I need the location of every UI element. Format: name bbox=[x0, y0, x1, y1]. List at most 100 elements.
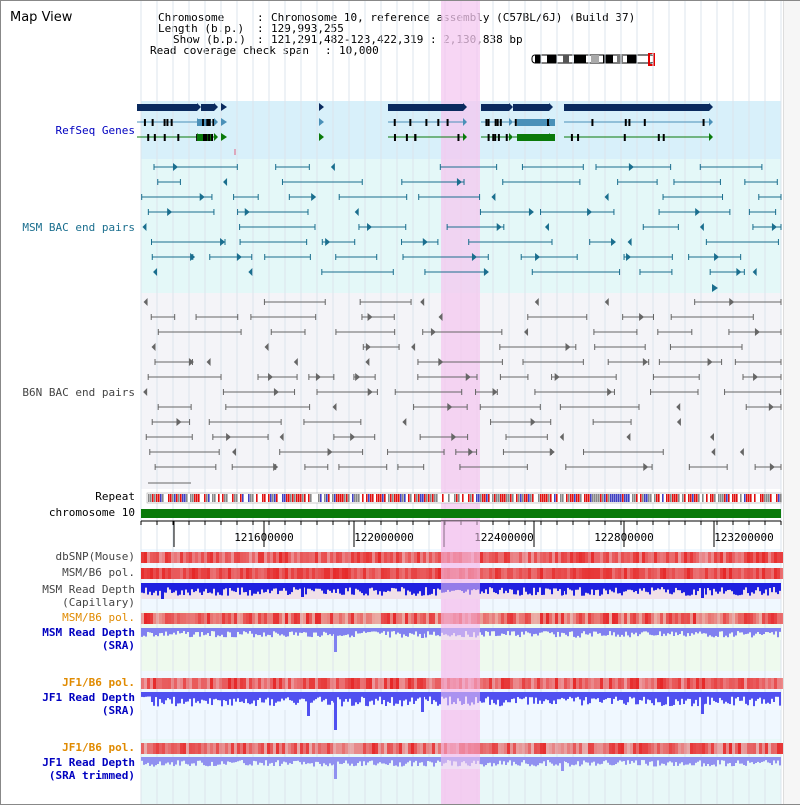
track-label-chromosome[interactable]: chromosome 10 bbox=[48, 506, 135, 519]
read-depth-bar bbox=[663, 757, 665, 764]
polymorphism-cell bbox=[597, 613, 600, 624]
read-depth-bar bbox=[581, 583, 583, 596]
read-depth-bar bbox=[381, 628, 383, 633]
polymorphism-cell bbox=[330, 678, 333, 689]
read-depth-bar bbox=[747, 583, 749, 594]
track-label-msm-read-depth-cap[interactable]: MSM Read Depth bbox=[42, 583, 135, 596]
track-label-repeat[interactable]: Repeat bbox=[95, 490, 135, 503]
read-depth-bar bbox=[415, 628, 417, 632]
read-depth-bar bbox=[243, 583, 245, 593]
polymorphism-cell bbox=[321, 568, 324, 579]
read-depth-bar bbox=[253, 628, 255, 638]
polymorphism-cell bbox=[627, 743, 630, 754]
polymorphism-cell bbox=[189, 552, 192, 563]
read-depth-bar bbox=[535, 628, 537, 634]
read-depth-bar bbox=[155, 757, 157, 766]
track-label-dbsnp[interactable]: dbSNP(Mouse) bbox=[55, 550, 135, 563]
polymorphism-cell bbox=[180, 552, 183, 563]
track-label-jf1-b6-pol-1[interactable]: JF1/B6 pol. bbox=[62, 676, 135, 689]
read-depth-bar bbox=[317, 692, 319, 698]
repeat-element bbox=[472, 494, 474, 502]
polymorphism-cell bbox=[507, 568, 510, 579]
genome-browser-canvas[interactable]: 121600000 122000000 122400000 122800000 1232… bbox=[1, 1, 783, 804]
repeat-element bbox=[722, 494, 724, 502]
polymorphism-cell bbox=[228, 678, 231, 689]
polymorphism-cell bbox=[144, 568, 147, 579]
read-depth-bar bbox=[353, 583, 355, 595]
read-depth-bar bbox=[267, 628, 269, 635]
polymorphism-cell bbox=[390, 678, 393, 689]
read-depth-bar bbox=[585, 692, 587, 698]
read-depth-bar bbox=[599, 583, 601, 596]
read-depth-bar bbox=[303, 628, 305, 633]
polymorphism-cell bbox=[348, 552, 351, 563]
read-depth-bar bbox=[325, 692, 327, 699]
read-depth-bar bbox=[329, 692, 331, 705]
repeat-element bbox=[642, 494, 644, 502]
polymorphism-cell bbox=[687, 743, 690, 754]
read-depth-bar bbox=[205, 757, 207, 766]
read-depth-bar bbox=[493, 583, 495, 593]
read-depth-bar bbox=[223, 583, 225, 590]
read-depth-bar bbox=[193, 757, 195, 764]
track-label-b6n-bac[interactable]: B6N BAC end pairs bbox=[22, 386, 135, 399]
polymorphism-cell bbox=[552, 678, 555, 689]
polymorphism-cell bbox=[246, 743, 249, 754]
polymorphism-cell bbox=[690, 678, 693, 689]
polymorphism-cell bbox=[642, 552, 645, 563]
read-depth-bar bbox=[657, 628, 659, 636]
read-depth-bar bbox=[697, 583, 699, 592]
gene-strand-arrow bbox=[549, 133, 553, 141]
msm-bac-pair-arrow bbox=[311, 193, 317, 201]
polymorphism-cell bbox=[231, 552, 234, 563]
track-label-msm-b6-pol-1[interactable]: MSM/B6 pol. bbox=[62, 566, 135, 579]
polymorphism-cell bbox=[363, 743, 366, 754]
polymorphism-cell bbox=[240, 552, 243, 563]
read-depth-bar bbox=[285, 583, 287, 591]
b6n-bac-pair-arrow bbox=[769, 463, 775, 471]
polymorphism-cell bbox=[678, 552, 681, 563]
polymorphism-cell bbox=[423, 743, 426, 754]
track-label-jf1-b6-pol-2[interactable]: JF1/B6 pol. bbox=[62, 741, 135, 754]
polymorphism-cell bbox=[552, 568, 555, 579]
polymorphism-cell bbox=[702, 552, 705, 563]
read-depth-spike bbox=[561, 757, 564, 771]
polymorphism-cell bbox=[168, 568, 171, 579]
polymorphism-cell bbox=[405, 743, 408, 754]
track-label-msm-read-depth-sra[interactable]: MSM Read Depth bbox=[42, 626, 135, 639]
read-depth-bar bbox=[683, 757, 685, 766]
polymorphism-cell bbox=[588, 613, 591, 624]
polymorphism-cell bbox=[288, 613, 291, 624]
track-label-jf1-read-depth-trim[interactable]: JF1 Read Depth bbox=[42, 756, 135, 769]
chromosome-ideogram[interactable] bbox=[529, 53, 659, 67]
polymorphism-cell bbox=[633, 743, 636, 754]
read-depth-bar bbox=[695, 692, 697, 700]
repeat-element bbox=[426, 494, 428, 502]
right-scroll-area[interactable] bbox=[783, 1, 800, 804]
read-depth-bar bbox=[157, 583, 159, 596]
polymorphism-cell bbox=[579, 743, 582, 754]
read-depth-bar bbox=[555, 757, 557, 765]
polymorphism-cell bbox=[291, 613, 294, 624]
track-label-jf1-read-depth-sra[interactable]: JF1 Read Depth bbox=[42, 691, 135, 704]
polymorphism-cell bbox=[435, 552, 438, 563]
read-depth-bar bbox=[729, 692, 731, 705]
polymorphism-cell bbox=[630, 552, 633, 563]
read-depth-bar bbox=[221, 583, 223, 596]
read-depth-bar bbox=[247, 757, 249, 766]
polymorphism-cell bbox=[402, 678, 405, 689]
read-depth-bar bbox=[497, 628, 499, 636]
read-depth-bar bbox=[255, 583, 257, 594]
polymorphism-cell bbox=[372, 743, 375, 754]
polymorphism-cell bbox=[522, 568, 525, 579]
track-label-refseq[interactable]: RefSeq Genes bbox=[55, 124, 135, 137]
track-label-msm-b6-pol-2[interactable]: MSM/B6 pol. bbox=[62, 611, 135, 624]
polymorphism-cell bbox=[432, 743, 435, 754]
polymorphism-cell bbox=[405, 552, 408, 563]
gene-exon-mark bbox=[212, 119, 215, 126]
read-depth-bar bbox=[725, 628, 727, 636]
read-depth-bar bbox=[525, 583, 527, 592]
polymorphism-cell bbox=[501, 678, 504, 689]
read-depth-bar bbox=[529, 757, 531, 767]
track-label-msm-bac[interactable]: MSM BAC end pairs bbox=[22, 221, 135, 234]
